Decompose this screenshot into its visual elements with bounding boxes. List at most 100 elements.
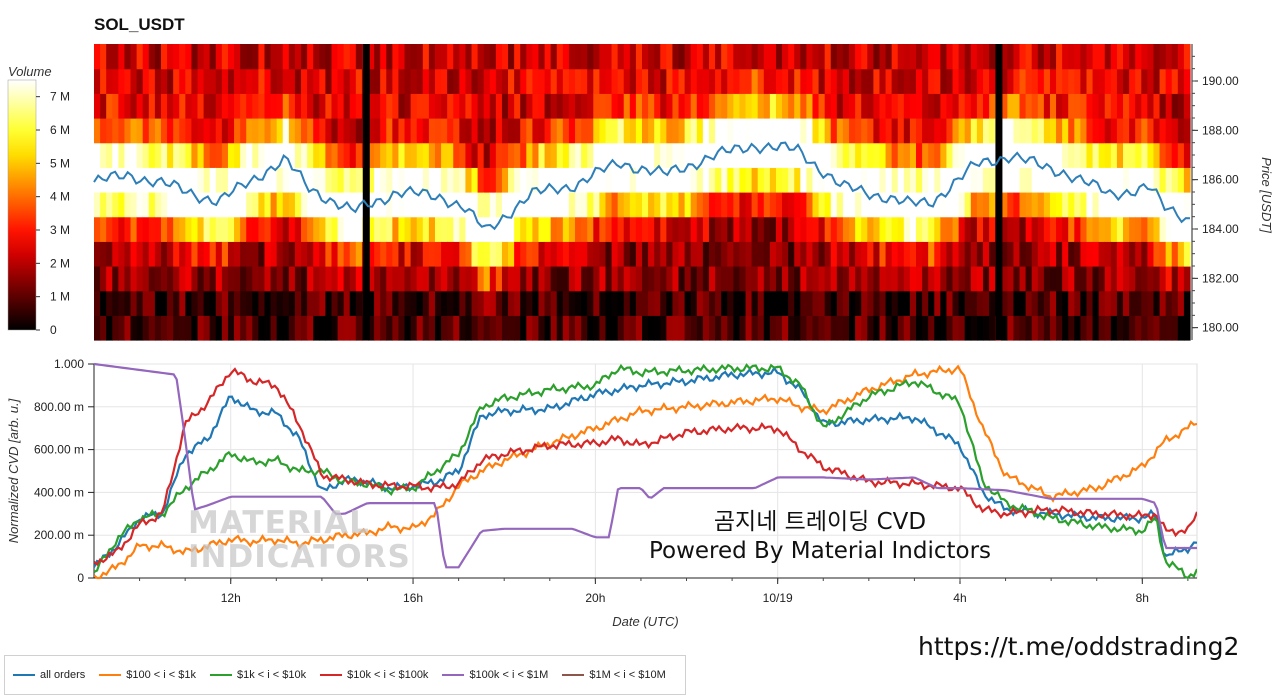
heatmap-cell <box>556 142 564 168</box>
heatmap-cell <box>684 266 692 292</box>
heatmap-cell <box>909 315 917 341</box>
heatmap-cell <box>416 142 424 168</box>
telegram-link[interactable]: https://t.me/oddstrading2 <box>918 632 1240 661</box>
heatmap-cell <box>842 241 850 267</box>
heatmap-cell <box>246 68 253 94</box>
heatmap-cell <box>167 241 174 267</box>
heatmap-cell <box>447 266 454 292</box>
heatmap-cell <box>855 315 862 341</box>
heatmap-cell <box>690 266 698 292</box>
heatmap-cell <box>215 192 223 218</box>
legend-item[interactable]: $100k < i < $1M <box>442 669 548 681</box>
heatmap-cell <box>94 241 101 267</box>
heatmap-cell <box>666 216 674 242</box>
heatmap-cell <box>416 290 424 316</box>
heatmap-cell <box>319 241 326 267</box>
heatmap-cell <box>830 216 838 242</box>
heatmap-cell <box>727 44 734 70</box>
legend-item[interactable]: $1M < i < $10M <box>562 669 666 681</box>
heatmap-cell <box>483 93 491 119</box>
heatmap-cell <box>538 315 546 341</box>
heatmap-cell <box>617 118 625 144</box>
heatmap-cell <box>227 44 235 70</box>
heatmap-cell <box>294 315 302 341</box>
legend-item[interactable]: $10k < i < $100k <box>320 669 428 681</box>
heatmap-cell <box>501 142 509 168</box>
heatmap-cell <box>885 241 893 267</box>
heatmap-cell <box>221 192 229 218</box>
heatmap-cell <box>240 266 247 292</box>
heatmap-cell <box>1141 290 1148 316</box>
heatmap-cell <box>629 290 637 316</box>
heatmap-cell <box>343 142 351 168</box>
legend-item[interactable]: all orders <box>13 669 85 681</box>
heatmap-cell <box>642 192 649 218</box>
heatmap-cell <box>471 266 479 292</box>
legend-swatch <box>209 674 232 676</box>
heatmap-cell <box>922 167 929 193</box>
heatmap-cell <box>404 241 412 267</box>
heatmap-cell <box>575 167 582 193</box>
heatmap-cell <box>666 290 674 316</box>
heatmap-cell <box>635 241 643 267</box>
heatmap-cell <box>221 44 229 70</box>
heatmap-cell <box>824 142 832 168</box>
heatmap-cell <box>270 93 278 119</box>
heatmap-cell <box>1074 68 1081 94</box>
heatmap-cell <box>940 290 948 316</box>
heatmap-cell <box>660 192 667 218</box>
heatmap-cell <box>842 290 850 316</box>
heatmap-cell <box>1147 192 1155 218</box>
heatmap-cell <box>1056 192 1063 218</box>
heatmap-cell <box>270 216 278 242</box>
heatmap-cell <box>964 68 972 94</box>
heatmap-cell <box>441 241 448 267</box>
heatmap-cell <box>922 142 929 168</box>
heatmap-cell <box>410 167 418 193</box>
heatmap-cell <box>1159 142 1167 168</box>
heatmap-cell <box>715 44 722 70</box>
heatmap-cell <box>800 68 807 94</box>
heatmap-cell <box>617 167 625 193</box>
heatmap-cell <box>940 192 948 218</box>
heatmap-cell <box>136 216 144 242</box>
heatmap-cell <box>836 290 844 316</box>
heatmap-cell <box>1092 290 1100 316</box>
heatmap-cell <box>769 118 777 144</box>
heatmap-cell <box>307 241 314 267</box>
heatmap-cell <box>197 44 205 70</box>
heatmap-cell <box>1159 315 1167 341</box>
heatmap-cell <box>867 93 874 119</box>
heatmap-cell <box>459 216 467 242</box>
heatmap-cell <box>897 93 905 119</box>
heatmap-cell <box>331 192 339 218</box>
heatmap-cell <box>1043 118 1051 144</box>
heatmap-cell <box>788 142 795 168</box>
legend-item[interactable]: $1k < i < $10k <box>209 669 306 681</box>
heatmap-cell <box>775 93 783 119</box>
heatmap-cell <box>495 315 503 341</box>
heatmap-cell <box>173 118 180 144</box>
heatmap-cell <box>276 118 284 144</box>
heatmap-cell <box>465 266 473 292</box>
heatmap-cell <box>288 68 296 94</box>
heatmap-cell <box>1165 93 1173 119</box>
heatmap-cell <box>775 216 783 242</box>
legend-item[interactable]: $100 < i < $1k <box>99 669 196 681</box>
heatmap-cell <box>909 266 917 292</box>
heatmap-cell <box>313 44 320 70</box>
heatmap-cell <box>130 315 138 341</box>
heatmap-cell <box>288 167 296 193</box>
heatmap-cell <box>611 93 619 119</box>
heatmap-cell <box>349 290 357 316</box>
heatmap-cell <box>769 290 777 316</box>
heatmap-cell <box>477 44 485 70</box>
heatmap-cell <box>227 290 235 316</box>
heatmap-cell <box>1092 192 1100 218</box>
heatmap-cell <box>112 44 119 70</box>
heatmap-cell <box>1007 192 1015 218</box>
heatmap-cell <box>1043 192 1051 218</box>
heatmap-cell <box>593 68 600 94</box>
heatmap-cell <box>794 315 801 341</box>
heatmap-cell <box>343 290 351 316</box>
